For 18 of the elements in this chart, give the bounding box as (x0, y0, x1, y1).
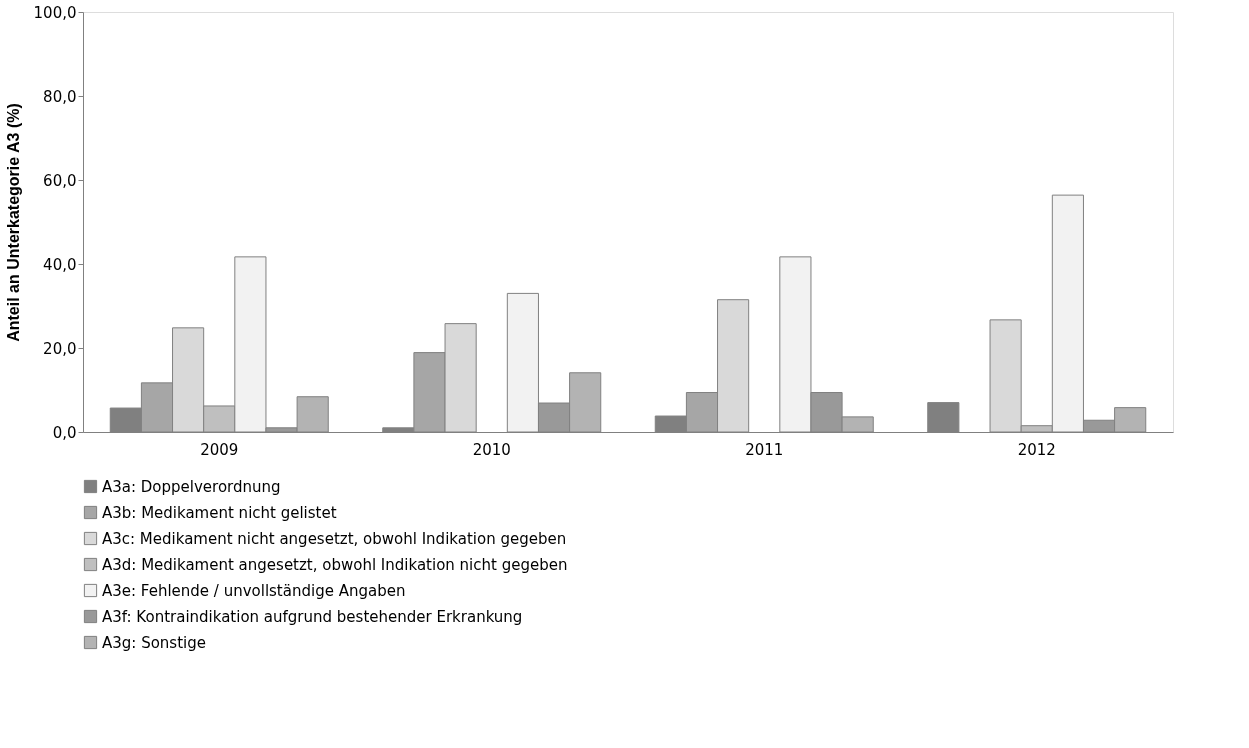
x-tick-label: 2012 (1017, 440, 1056, 459)
legend-label: A3g: Sonstige (102, 633, 206, 652)
legend-label: A3b: Medikament nicht gelistet (102, 503, 337, 522)
x-tick-label: 2010 (472, 440, 511, 459)
legend-label: A3c: Medikament nicht angesetzt, obwohl Indikation gegeben (102, 529, 567, 548)
legend-label: A3a: Doppelverordnung (102, 477, 281, 496)
y-axis-title: Anteil an Unterkategorie A3 (%) (4, 103, 22, 342)
legend-label: A3f: Kontraindikation aufgrund bestehender Erkrankung (102, 607, 523, 626)
y-tick-label: 60,0 (43, 171, 77, 190)
x-tick-label: 2011 (745, 440, 784, 459)
y-tick-label: 40,0 (43, 255, 77, 274)
y-tick-label: 20,0 (43, 339, 77, 358)
y-tick-label: 100,0 (33, 3, 77, 22)
legend-label: A3e: Fehlende / unvollständige Angaben (102, 581, 406, 600)
x-tick-label: 2009 (200, 440, 239, 459)
legend-label: A3d: Medikament angesetzt, obwohl Indikation nicht gegeben (102, 555, 568, 574)
y-tick-label: 0,0 (52, 423, 77, 442)
y-tick-label: 80,0 (43, 87, 77, 106)
